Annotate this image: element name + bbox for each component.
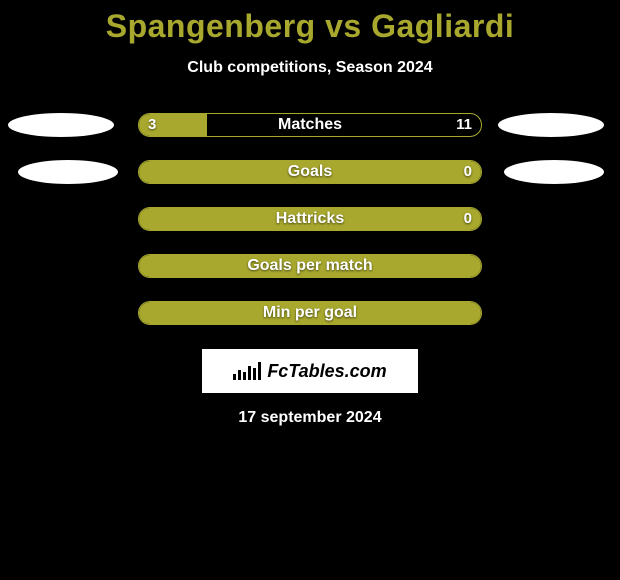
stat-row-min-per-goal: Min per goal <box>0 301 620 325</box>
player-left-oval <box>8 113 114 137</box>
chart-icon <box>233 362 261 380</box>
player-right-oval <box>504 160 604 184</box>
stat-label: Goals <box>138 160 482 184</box>
stat-label: Matches <box>138 113 482 137</box>
stat-label: Hattricks <box>138 207 482 231</box>
stat-row-goals-per-match: Goals per match <box>0 254 620 278</box>
source-logo-text: FcTables.com <box>267 361 386 382</box>
page-subtitle: Club competitions, Season 2024 <box>0 59 620 77</box>
snapshot-date: 17 september 2024 <box>0 409 620 427</box>
player-right-oval <box>498 113 604 137</box>
stat-row-goals: 0 Goals <box>0 160 620 184</box>
player-left-oval <box>18 160 118 184</box>
source-logo[interactable]: FcTables.com <box>202 349 418 393</box>
stat-label: Goals per match <box>138 254 482 278</box>
comparison-card: Spangenberg vs Gagliardi Club competitio… <box>0 0 620 427</box>
stat-label: Min per goal <box>138 301 482 325</box>
page-title: Spangenberg vs Gagliardi <box>0 8 620 45</box>
stat-row-matches: 3 11 Matches <box>0 113 620 137</box>
stat-rows: 3 11 Matches 0 Goals 0 Hattricks <box>0 113 620 325</box>
stat-row-hattricks: 0 Hattricks <box>0 207 620 231</box>
